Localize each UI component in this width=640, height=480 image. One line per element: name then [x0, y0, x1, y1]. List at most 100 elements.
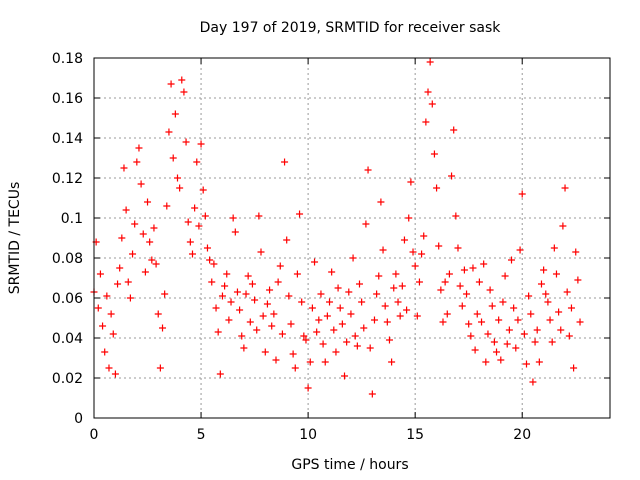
data-point: [375, 272, 383, 280]
data-point: [409, 248, 417, 256]
data-point: [248, 280, 256, 288]
data-point: [272, 356, 280, 364]
data-point: [501, 272, 509, 280]
data-point: [415, 278, 423, 286]
data-point: [400, 236, 408, 244]
data-point: [493, 348, 501, 356]
data-point: [533, 326, 541, 334]
data-point: [293, 270, 301, 278]
data-point: [120, 164, 128, 172]
data-point: [321, 358, 329, 366]
data-point: [188, 250, 196, 258]
data-point: [118, 234, 126, 242]
x-axis-label: GPS time / hours: [291, 457, 408, 473]
data-point: [225, 316, 233, 324]
data-point: [418, 250, 426, 258]
data-point: [300, 332, 308, 340]
data-point: [450, 126, 458, 134]
data-point: [287, 320, 295, 328]
data-point: [152, 260, 160, 268]
data-point: [161, 290, 169, 298]
data-point: [381, 302, 389, 310]
y-tick-label: 0.1: [61, 211, 83, 227]
data-point: [390, 284, 398, 292]
data-point: [448, 172, 456, 180]
data-point: [392, 270, 400, 278]
data-point: [373, 290, 381, 298]
data-point: [206, 256, 214, 264]
data-point: [403, 306, 411, 314]
data-point: [362, 220, 370, 228]
data-point: [330, 326, 338, 334]
data-point: [244, 272, 252, 280]
data-point: [482, 358, 490, 366]
data-point: [169, 154, 177, 162]
data-point: [131, 220, 139, 228]
data-point: [510, 304, 518, 312]
x-tick-label: 15: [406, 427, 424, 443]
data-point: [499, 298, 507, 306]
data-point: [313, 328, 321, 336]
data-point: [227, 298, 235, 306]
data-point: [146, 238, 154, 246]
data-point: [505, 326, 513, 334]
data-point: [184, 218, 192, 226]
data-point: [296, 210, 304, 218]
data-point: [424, 88, 432, 96]
data-point: [253, 326, 261, 334]
data-point: [319, 340, 327, 348]
data-point: [144, 198, 152, 206]
data-point: [497, 356, 505, 364]
data-point: [341, 372, 349, 380]
data-point: [454, 244, 462, 252]
data-point: [148, 256, 156, 264]
data-point: [289, 350, 297, 358]
data-point: [426, 58, 434, 66]
data-point: [111, 370, 119, 378]
data-point: [439, 318, 447, 326]
data-point: [456, 282, 464, 290]
data-point: [242, 290, 250, 298]
data-point: [266, 286, 274, 294]
data-point: [385, 336, 393, 344]
data-point: [165, 128, 173, 136]
data-point: [433, 184, 441, 192]
data-point: [178, 76, 186, 84]
data-point: [550, 244, 558, 252]
data-point: [124, 278, 132, 286]
x-tick-label: 0: [90, 427, 99, 443]
y-tick-label: 0.06: [52, 291, 83, 307]
data-point: [471, 346, 479, 354]
data-point: [186, 238, 194, 246]
data-point: [122, 206, 130, 214]
data-point: [540, 266, 548, 274]
data-point: [572, 248, 580, 256]
data-point: [216, 370, 224, 378]
data-point: [520, 330, 528, 338]
data-points: [90, 58, 584, 398]
data-point: [135, 144, 143, 152]
data-point: [465, 320, 473, 328]
data-point: [405, 214, 413, 222]
data-point: [484, 330, 492, 338]
data-point: [531, 338, 539, 346]
data-point: [347, 310, 355, 318]
data-point: [101, 348, 109, 356]
data-point: [435, 242, 443, 250]
plot-frame: [93, 57, 611, 419]
data-point: [338, 320, 346, 328]
y-tick-label: 0.12: [52, 171, 83, 187]
data-point: [176, 184, 184, 192]
data-point: [195, 222, 203, 230]
data-point: [353, 342, 361, 350]
data-point: [326, 298, 334, 306]
data-point: [535, 358, 543, 366]
data-point: [358, 298, 366, 306]
data-point: [223, 270, 231, 278]
data-point: [343, 338, 351, 346]
data-point: [525, 292, 533, 300]
data-point: [107, 310, 115, 318]
data-point: [443, 310, 451, 318]
x-tick-label: 10: [299, 427, 317, 443]
